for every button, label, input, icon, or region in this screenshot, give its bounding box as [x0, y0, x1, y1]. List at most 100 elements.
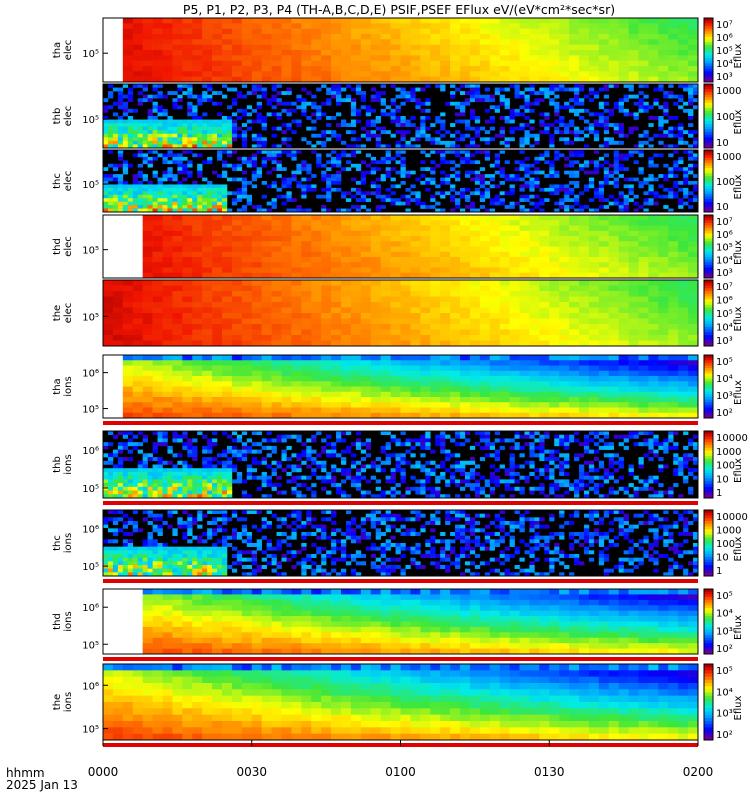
heatmap-cell — [588, 318, 600, 325]
heatmap-cell — [132, 130, 139, 135]
heatmap-cell — [668, 236, 679, 242]
heatmap-cell — [529, 296, 540, 303]
heatmap-cell — [192, 215, 203, 221]
heatmap-cell — [638, 184, 644, 189]
heatmap-cell — [574, 150, 580, 154]
heatmap-cell — [618, 163, 624, 168]
heatmap-cell — [212, 285, 223, 292]
heatmap-cell — [693, 181, 699, 185]
heatmap-cell — [152, 412, 163, 419]
heatmap-cell — [177, 160, 183, 165]
heatmap-cell — [122, 71, 134, 77]
heatmap-cell — [281, 60, 292, 67]
heatmap-cell — [132, 184, 139, 189]
heatmap-cell — [579, 262, 590, 268]
heatmap-cell — [370, 181, 377, 185]
heatmap-cell — [598, 262, 610, 268]
heatmap-cell — [400, 71, 411, 77]
heatmap-cell — [251, 205, 258, 209]
heatmap-cell — [197, 201, 203, 206]
heatmap-cell — [613, 184, 619, 189]
heatmap-cell — [688, 156, 694, 161]
heatmap-cell — [331, 370, 342, 377]
heatmap-cell — [469, 272, 481, 279]
heatmap-cell — [678, 130, 684, 135]
heatmap-cell — [509, 230, 520, 237]
heatmap-cell — [236, 208, 243, 213]
heatmap-cell — [618, 329, 629, 336]
heatmap-cell — [301, 370, 312, 377]
heatmap-cell — [162, 257, 173, 263]
heatmap-cell — [509, 187, 515, 192]
heatmap-cell — [360, 241, 372, 247]
heatmap-cell — [331, 412, 342, 419]
heatmap-cell — [673, 133, 679, 138]
heatmap-cell — [544, 130, 550, 135]
heatmap-cell — [579, 246, 590, 253]
heatmap-cell — [385, 170, 391, 175]
heatmap-cell — [400, 150, 406, 154]
heatmap-cell — [460, 272, 471, 279]
heatmap-cell — [192, 324, 203, 330]
heatmap-cell — [450, 194, 456, 199]
heatmap-cell — [410, 285, 421, 292]
heatmap-cell — [405, 194, 411, 199]
heatmap-cell — [241, 184, 248, 189]
heatmap-cell — [504, 191, 510, 196]
heatmap-cell — [603, 153, 610, 158]
heatmap-cell — [251, 280, 262, 286]
heatmap-cell — [638, 105, 644, 110]
heatmap-cell — [450, 360, 461, 366]
heatmap-cell — [291, 215, 302, 221]
heatmap-cell — [519, 272, 530, 279]
heatmap-cell — [598, 313, 610, 319]
heatmap-cell — [420, 126, 426, 131]
colorbar-swatch — [704, 206, 713, 210]
heatmap-cell — [142, 160, 148, 165]
heatmap-cell — [638, 329, 649, 336]
heatmap-cell — [579, 291, 590, 297]
heatmap-cell — [231, 225, 243, 232]
heatmap-cell — [316, 87, 322, 92]
heatmap-cell — [658, 116, 664, 120]
heatmap-cell — [549, 360, 560, 366]
heatmap-cell — [574, 174, 580, 178]
heatmap-cell — [122, 391, 134, 398]
heatmap-cell — [212, 340, 223, 347]
heatmap-cell — [450, 386, 461, 393]
heatmap-cell — [380, 39, 391, 45]
heatmap-cell — [301, 208, 307, 213]
heatmap-cell — [440, 28, 451, 35]
heatmap-cell — [117, 194, 124, 199]
heatmap-cell — [554, 156, 560, 161]
heatmap-cell — [256, 140, 262, 145]
heatmap-cell — [668, 251, 679, 258]
heatmap-cell — [519, 236, 530, 242]
heatmap-cell — [127, 123, 134, 127]
heatmap-cell — [212, 381, 223, 387]
heatmap-cell — [142, 177, 148, 182]
heatmap-cell — [688, 329, 699, 336]
heatmap-cell — [623, 184, 629, 189]
colorbar-swatch — [704, 50, 713, 54]
heatmap-cell — [529, 267, 540, 274]
heatmap-cell — [177, 167, 183, 171]
heatmap-cell — [241, 296, 253, 303]
heatmap-cell — [559, 105, 565, 110]
heatmap-cell — [241, 236, 253, 242]
heatmap-cell — [618, 18, 629, 24]
heatmap-cell — [370, 313, 381, 319]
heatmap-cell — [122, 397, 134, 403]
heatmap-cell — [663, 144, 669, 149]
colorbar-swatch — [704, 280, 713, 284]
heatmap-cell — [112, 130, 119, 135]
heatmap-cell — [222, 66, 233, 72]
heatmap-cell — [549, 44, 560, 51]
heatmap-cell — [103, 137, 109, 142]
heatmap-cell — [469, 87, 476, 92]
heatmap-cell — [321, 23, 332, 29]
heatmap-cell — [460, 370, 471, 377]
heatmap-cell — [603, 126, 610, 131]
heatmap-cell — [648, 225, 659, 232]
heatmap-cell — [241, 329, 253, 336]
